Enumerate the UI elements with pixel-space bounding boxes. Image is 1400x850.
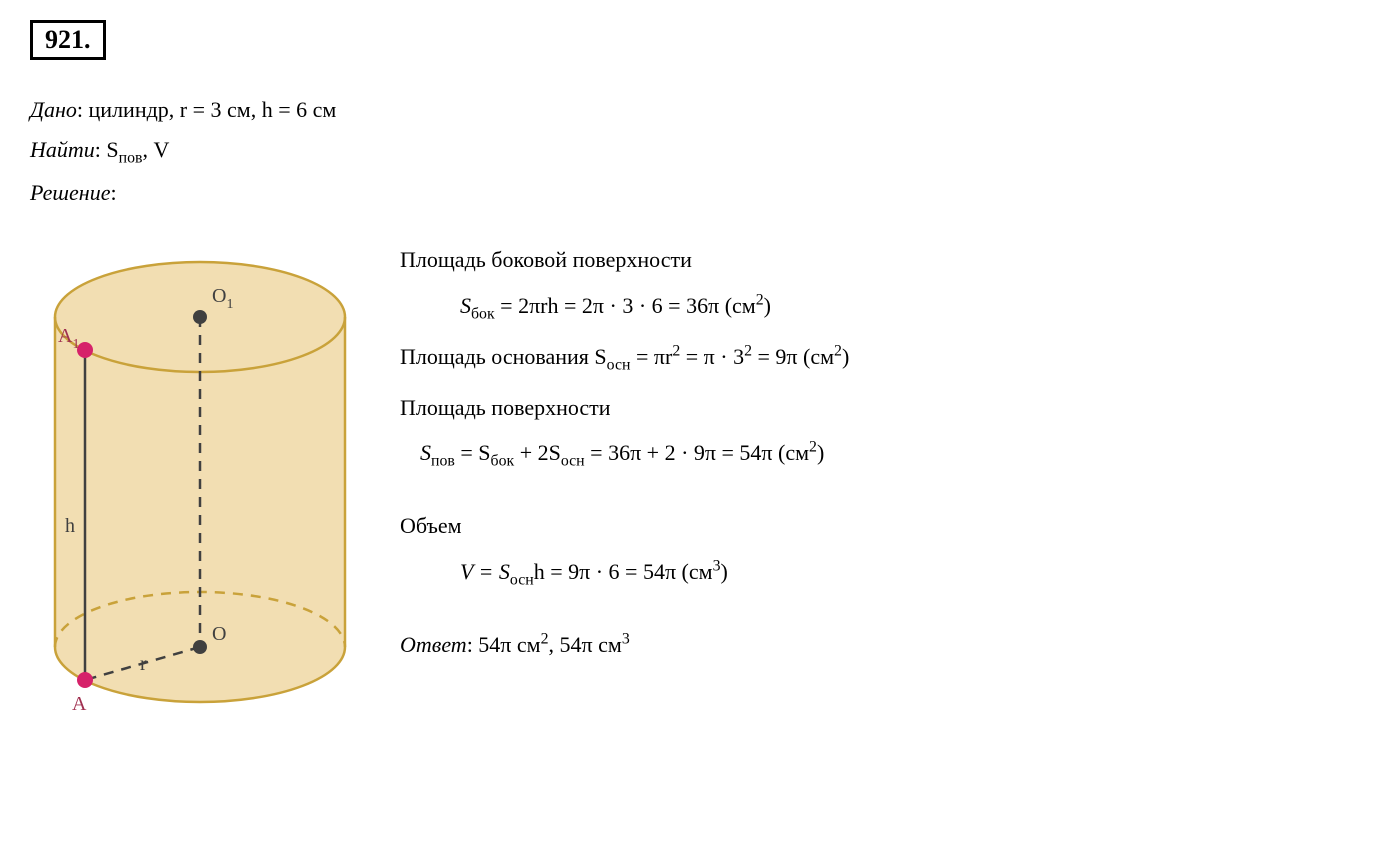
answer-text2: , 54π см: [549, 632, 622, 657]
vol-sup: 3: [713, 557, 721, 574]
answer-text1: : 54π см: [467, 632, 541, 657]
solution-text-block: Площадь боковой поверхности Sбок = 2πrh …: [400, 232, 1370, 664]
vol-formula: V = Sоснh = 9π · 6 = 54π (см3): [400, 552, 1370, 595]
spov-sub1: пов: [431, 452, 455, 469]
spov-sup: 2: [809, 439, 817, 456]
find-text2: , V: [143, 137, 170, 162]
spov-label: Площадь поверхности: [400, 388, 1370, 428]
sbok-sym: S: [460, 293, 471, 318]
find-sub: пов: [119, 149, 143, 166]
sbok-label: Площадь боковой поверхности: [400, 240, 1370, 280]
sosn-line: Площадь основания Sосн = πr2 = π · 32 = …: [400, 337, 1370, 380]
sbok-close: ): [764, 293, 771, 318]
sosn-eq3: = 9π (см: [752, 344, 834, 369]
answer-label: Ответ: [400, 632, 467, 657]
spov-eq1: = S: [455, 440, 491, 465]
sosn-sup2: 2: [744, 342, 752, 359]
sosn-eq: = πr: [630, 344, 672, 369]
point-O1: [193, 310, 207, 324]
spov-sub3: осн: [561, 452, 585, 469]
spov-formula: Sпов = Sбок + 2Sосн = 36π + 2 · 9π = 54π…: [400, 433, 1370, 476]
spov-sub2: бок: [491, 452, 515, 469]
spov-close: ): [817, 440, 824, 465]
label-h: h: [65, 515, 75, 537]
sosn-sub: осн: [607, 356, 631, 373]
sosn-close: ): [842, 344, 849, 369]
answer-line: Ответ: 54π см2, 54π см3: [400, 625, 1370, 665]
sosn-sup3: 2: [834, 342, 842, 359]
given-text: : цилиндр, r = 3 см, h = 6 см: [77, 97, 336, 122]
cylinder-svg: O1 A1 O A h r: [30, 232, 370, 732]
answer-sup1: 2: [541, 630, 549, 647]
sbok-eq: = 2πrh = 2π · 3 · 6 = 36π (см: [495, 293, 756, 318]
given-line: Дано: цилиндр, r = 3 см, h = 6 см: [30, 90, 1370, 130]
vol-close: ): [721, 559, 728, 584]
cylinder-diagram: O1 A1 O A h r: [30, 232, 370, 732]
solution-label-line: Решение:: [30, 173, 1370, 213]
sbok-sup: 2: [756, 291, 764, 308]
main-content: O1 A1 O A h r Площадь боковой поверхност…: [30, 232, 1370, 732]
sosn-label: Площадь основания S: [400, 344, 607, 369]
sbok-sub: бок: [471, 305, 495, 322]
spov-eq2: + 2S: [514, 440, 561, 465]
given-block: Дано: цилиндр, r = 3 см, h = 6 см Найти:…: [30, 90, 1370, 212]
vol-sub: осн: [510, 571, 534, 588]
sosn-eq2: = π · 3: [680, 344, 744, 369]
sbok-formula: Sбок = 2πrh = 2π · 3 · 6 = 36π (см2): [400, 286, 1370, 329]
spov-eq3: = 36π + 2 · 9π = 54π (см: [585, 440, 809, 465]
solution-colon: :: [110, 180, 116, 205]
vol-label: Объем: [400, 506, 1370, 546]
point-A: [77, 672, 93, 688]
point-O: [193, 640, 207, 654]
spov-sym: S: [420, 440, 431, 465]
given-label: Дано: [30, 97, 77, 122]
answer-sup2: 3: [622, 630, 630, 647]
label-O: O: [212, 623, 226, 645]
problem-number: 921.: [30, 20, 106, 60]
label-r: r: [140, 653, 147, 675]
solution-label: Решение: [30, 180, 110, 205]
vol-sym: V = S: [460, 559, 510, 584]
find-line: Найти: Sпов, V: [30, 130, 1370, 173]
find-label: Найти: [30, 137, 95, 162]
find-text: : S: [95, 137, 119, 162]
label-A: A: [72, 693, 87, 715]
vol-eq: h = 9π · 6 = 54π (см: [534, 559, 713, 584]
